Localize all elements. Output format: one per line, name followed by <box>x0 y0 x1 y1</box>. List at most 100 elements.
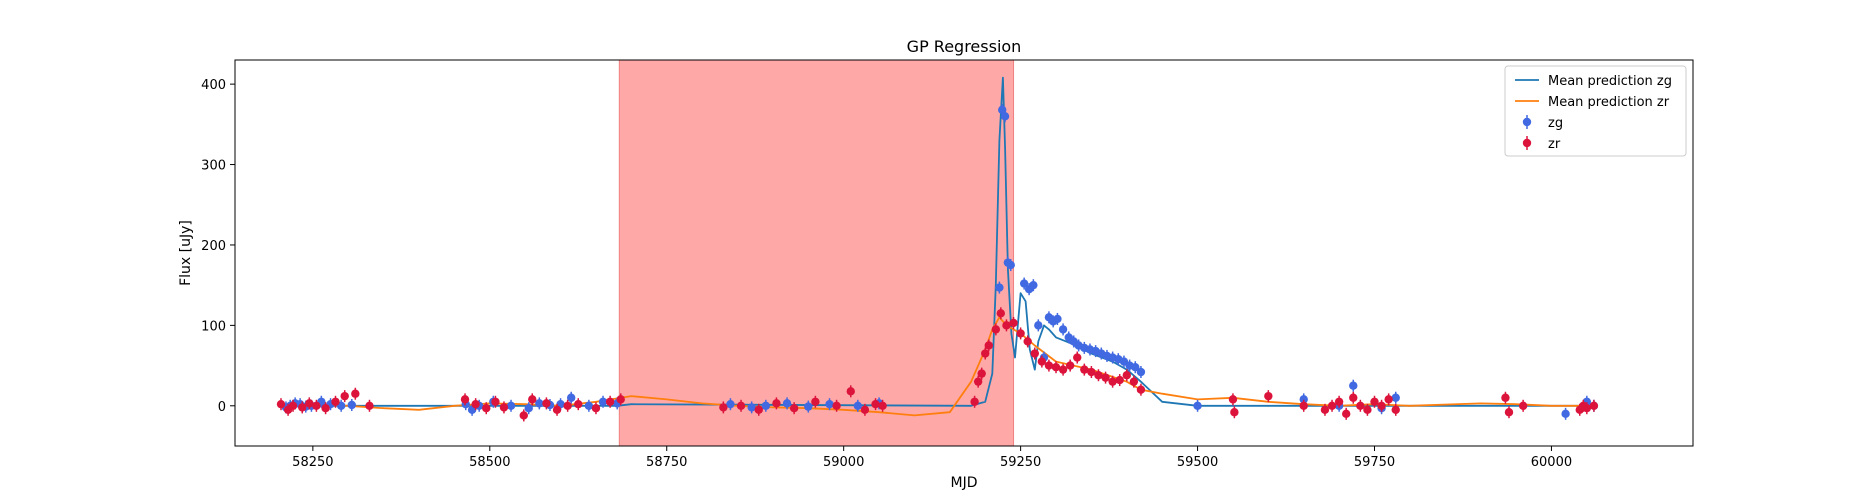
data-point-zr <box>1080 365 1089 374</box>
data-point-zr <box>460 395 470 404</box>
data-point-zr <box>305 399 314 408</box>
data-point-zr <box>736 401 746 410</box>
legend-entry: zr <box>1548 137 1561 152</box>
data-point-zr <box>1051 362 1061 372</box>
legend-marker <box>1522 117 1532 127</box>
data-point-zr <box>1230 408 1239 417</box>
data-point-zr <box>789 404 799 413</box>
data-point-zr <box>1037 357 1047 366</box>
data-point-zg <box>1029 280 1038 290</box>
data-point-zr <box>542 399 551 408</box>
data-point-zr <box>1115 375 1124 385</box>
data-point-zg <box>1006 260 1015 270</box>
data-point-zr <box>754 405 763 415</box>
data-point-zr <box>996 309 1006 318</box>
data-point-zr <box>1136 385 1146 394</box>
data-point-zg <box>1391 393 1400 402</box>
data-point-zr <box>970 397 979 406</box>
data-point-zr <box>1016 329 1025 338</box>
data-point-zg <box>506 401 516 410</box>
data-point-zr <box>365 401 374 410</box>
data-points-layer <box>276 103 1599 422</box>
legend-entry: Mean prediction zr <box>1548 95 1670 110</box>
data-point-zr <box>574 399 583 409</box>
shaded-region-layer <box>618 59 1015 447</box>
data-point-zr <box>1101 373 1110 382</box>
data-point-zr <box>973 377 983 386</box>
data-point-zr <box>1370 397 1379 406</box>
x-tick-label: 59750 <box>1354 455 1395 470</box>
data-point-zr <box>276 399 286 409</box>
data-point-zr <box>1058 365 1068 374</box>
legend-entry: zg <box>1548 116 1563 131</box>
data-point-zr <box>605 397 615 406</box>
data-point-zr <box>1264 391 1273 401</box>
y-axis-label: Flux [uJy] <box>178 220 194 286</box>
data-point-zr <box>1327 401 1337 410</box>
data-point-zg <box>1349 381 1358 390</box>
data-point-zr <box>878 401 887 410</box>
data-point-zr <box>1122 371 1131 380</box>
data-point-zr <box>312 401 321 410</box>
data-point-zr <box>331 397 340 406</box>
data-point-zr <box>1065 361 1075 370</box>
data-point-zr <box>491 397 500 406</box>
data-point-zr <box>1002 321 1011 330</box>
series-line-mean-prediction-zr <box>277 316 1594 417</box>
data-point-zr <box>321 404 330 413</box>
data-point-zg <box>853 401 863 410</box>
data-point-zr <box>1228 395 1238 404</box>
data-point-zr <box>563 401 572 410</box>
data-point-zr <box>1030 349 1039 358</box>
data-point-zr <box>860 405 870 415</box>
data-point-zg <box>995 283 1004 292</box>
y-tick-label: 400 <box>201 78 226 93</box>
data-point-zr <box>1320 405 1330 415</box>
data-point-zr <box>846 387 855 396</box>
data-point-zg <box>347 400 356 410</box>
data-point-zg <box>1561 409 1570 419</box>
data-point-zr <box>1501 393 1510 402</box>
legend-marker <box>1522 138 1532 148</box>
data-point-zg <box>1000 112 1010 121</box>
data-point-zr <box>1044 361 1054 370</box>
data-point-zr <box>1108 377 1117 386</box>
x-axis-label: MJD <box>951 475 978 491</box>
data-point-zg <box>1136 367 1146 377</box>
data-point-zr <box>1023 337 1032 346</box>
x-axis-ticks: 58250 58500 58750 59000 59250 59500 59750 60000 <box>292 446 1572 470</box>
data-point-zr <box>471 399 480 409</box>
data-point-zg <box>524 404 533 413</box>
data-point-zr <box>591 404 601 413</box>
data-point-zr <box>1009 318 1018 328</box>
y-tick-label: 200 <box>201 239 226 254</box>
x-tick-label: 59250 <box>1000 455 1041 470</box>
data-point-zr <box>984 341 993 350</box>
data-point-zr <box>519 411 528 420</box>
data-point-zr <box>499 403 509 412</box>
data-point-zg <box>566 393 576 402</box>
data-point-zg <box>1299 395 1308 404</box>
data-point-zr <box>1377 401 1386 410</box>
data-point-zr <box>1518 401 1528 410</box>
data-point-zr <box>1504 408 1514 417</box>
data-point-zg <box>804 402 813 411</box>
x-tick-label: 58500 <box>469 455 510 470</box>
data-point-zr <box>1087 367 1096 377</box>
data-point-zg <box>747 403 756 412</box>
data-point-zg <box>1131 362 1140 372</box>
chart-title: GP Regression <box>907 37 1022 56</box>
data-point-zr <box>1299 401 1308 410</box>
data-point-zr <box>1384 395 1393 404</box>
data-point-zr <box>1334 397 1344 406</box>
data-point-zg <box>598 397 608 406</box>
data-point-zr <box>340 391 349 401</box>
x-tick-label: 58250 <box>292 455 333 470</box>
y-tick-label: 0 <box>218 400 226 415</box>
data-point-zr <box>351 389 360 398</box>
data-point-zr <box>719 403 728 412</box>
data-point-zr <box>1356 401 1365 410</box>
legend: Mean prediction zg Mean prediction zr zg zr <box>1504 65 1687 157</box>
data-point-zr <box>977 369 986 378</box>
